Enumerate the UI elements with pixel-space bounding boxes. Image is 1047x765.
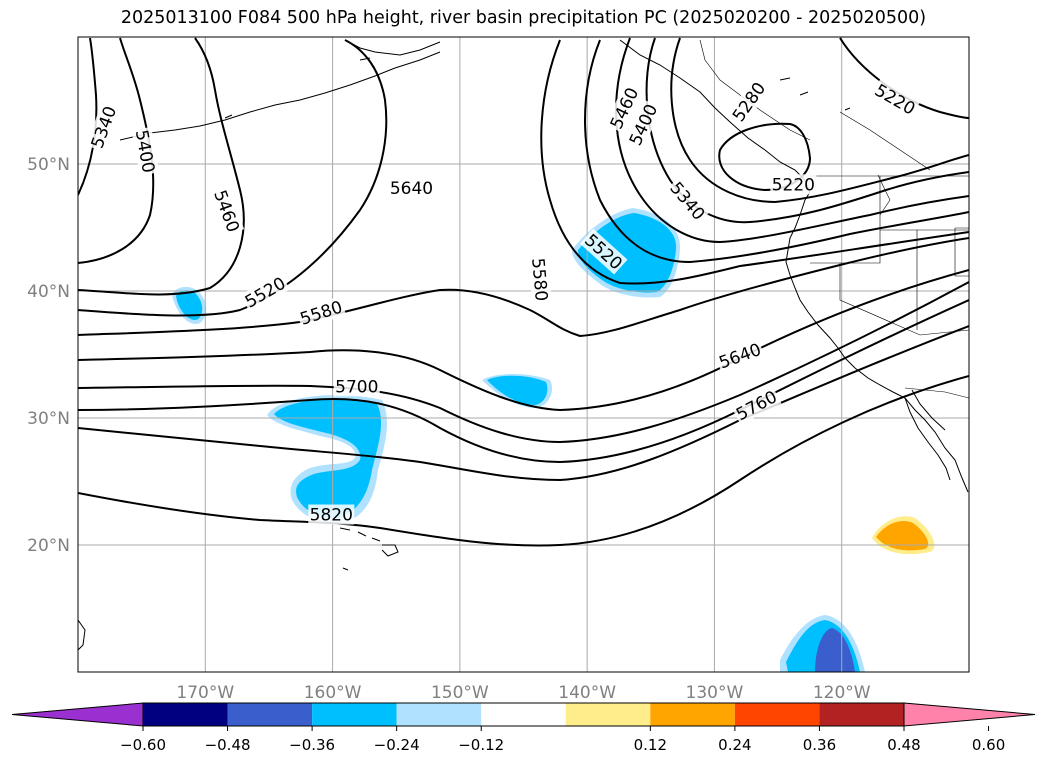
colorbar-extend-max (903, 702, 1036, 727)
contour-5220-ne (839, 37, 969, 119)
contour-label: 5340 (86, 102, 122, 153)
height-contours (78, 37, 969, 547)
contour-label-text: 5460 (209, 188, 243, 235)
contour-label: 5520 (240, 272, 291, 313)
contour-label-text: 5580 (298, 297, 345, 329)
contour-5280 (670, 37, 969, 204)
lon-tick-label: 120°W (813, 683, 871, 703)
colorbar-outline (142, 702, 905, 727)
colorbar-segment (819, 703, 904, 726)
colorbar-segment (650, 703, 735, 726)
map-title: 2025013100 F084 500 hPa height, river ba… (120, 8, 927, 28)
colorbar-segment (227, 703, 313, 726)
contour-label: 5460 (209, 185, 245, 237)
contour-label-text: 5520 (242, 274, 289, 313)
contour-5460 (78, 37, 969, 296)
contour-label-text: 5640 (716, 340, 763, 374)
lon-tick-label: 170°W (176, 683, 234, 703)
coastline-north-america (785, 199, 969, 493)
contour-label: 5220 (770, 174, 817, 195)
precipitation-shading (172, 208, 935, 672)
colorbar-segment (734, 703, 820, 726)
contour-label-text: 5700 (335, 377, 378, 397)
contour-label: 5580 (527, 255, 553, 304)
colorbar: −0.60 −0.48 −0.36 −0.24 −0.12 0.12 0.24 0.36 0.4… (11, 702, 1036, 754)
contour-label-text: 5220 (772, 175, 815, 195)
latitude-tick-labels: 50°N 40°N 30°N 20°N (27, 155, 70, 556)
colorbar-tick-label: 0.24 (718, 736, 751, 754)
lon-tick-label: 160°W (304, 683, 362, 703)
contour-labels: 5340540054605520558056405580552054605400… (86, 77, 921, 526)
border-us-mexico (904, 387, 969, 399)
contour-label: 5400 (131, 126, 160, 176)
contour-5820 (78, 375, 969, 547)
colorbar-tick-label: −0.36 (289, 736, 335, 754)
coastline-clarion (342, 567, 349, 571)
contour-label: 5580 (296, 295, 347, 330)
colorbar-segment (143, 703, 228, 726)
contour-label: 5220 (870, 79, 921, 120)
contour-label-text: 5400 (131, 128, 158, 174)
border-bc-alberta (877, 174, 891, 216)
contour-5700-b (78, 299, 969, 464)
contour-label: 5640 (714, 338, 765, 374)
contour-label: 5280 (727, 77, 770, 127)
colorbar-tick-label: 0.36 (803, 736, 836, 754)
colorbar-segment (481, 703, 566, 726)
contour-label-text: 5640 (390, 179, 433, 199)
colorbar-tick-label: 0.60 (972, 736, 1005, 754)
contour-5580 (78, 237, 969, 338)
contour-label-text: 5760 (733, 387, 781, 425)
contour-label-text: 5340 (88, 104, 122, 151)
lon-tick-label: 150°W (431, 683, 489, 703)
colorbar-tick-label: −0.12 (458, 736, 504, 754)
coastlines (78, 39, 969, 651)
contour-label: 5700 (333, 376, 380, 397)
colorbar-segment (312, 703, 397, 726)
map-frame (77, 36, 970, 673)
lat-tick-label: 40°N (27, 282, 70, 302)
contour-label: 5820 (308, 504, 355, 526)
coastline-west-edge (78, 619, 86, 651)
colorbar-segment (565, 703, 651, 726)
border-alaska-canada (699, 39, 811, 141)
lon-tick-label: 140°W (558, 683, 616, 703)
longitude-tick-labels: 170°W 160°W 150°W 140°W 130°W 120°W (176, 683, 870, 703)
coastline-islands (224, 57, 889, 119)
contour-5520 (78, 39, 969, 317)
colorbar-tick-label: −0.24 (374, 736, 420, 754)
lat-tick-label: 20°N (27, 536, 70, 556)
contour-label-text: 5820 (310, 506, 353, 526)
coastline-baja (904, 389, 951, 481)
contour-5700 (78, 281, 969, 444)
graticule-lines (78, 37, 969, 672)
lat-tick-label: 30°N (27, 409, 70, 429)
lon-tick-label: 130°W (686, 683, 744, 703)
contour-5760 (78, 325, 969, 482)
border-states (810, 111, 969, 336)
colorbar-tick-label: 0.12 (634, 736, 667, 754)
contour-label: 5340 (665, 176, 711, 225)
lat-tick-label: 50°N (27, 155, 70, 175)
coastline-hawaii (339, 527, 399, 557)
colorbar-tick-label: −0.60 (120, 736, 166, 754)
colorbar-extend-min (11, 702, 144, 727)
coastline-aleutians (119, 51, 441, 141)
contour-label: 5640 (388, 178, 435, 199)
contour-label-text: 5580 (527, 257, 551, 302)
contour-5640 (78, 269, 969, 412)
contour-label-text: 5220 (871, 81, 918, 120)
contour-5220 (718, 122, 812, 192)
colorbar-tick-label: 0.48 (887, 736, 920, 754)
contour-label: 5760 (731, 385, 782, 425)
colorbar-segment (396, 703, 482, 726)
colorbar-tick-label: −0.48 (205, 736, 251, 754)
